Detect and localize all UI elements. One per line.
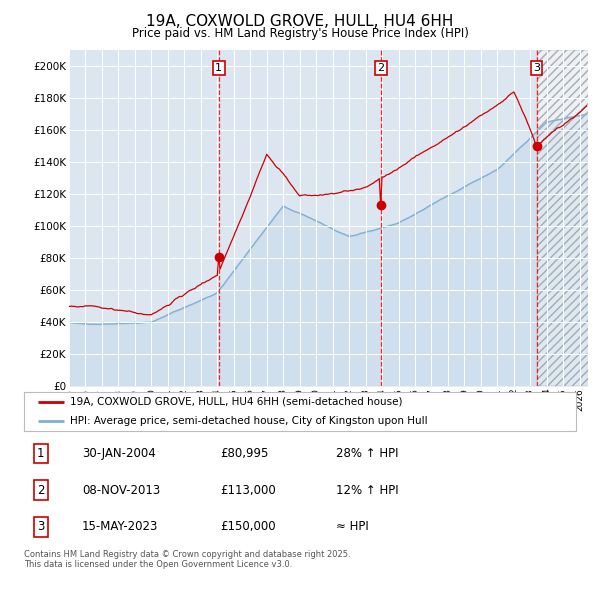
Text: £80,995: £80,995 (220, 447, 268, 460)
Text: 15-MAY-2023: 15-MAY-2023 (82, 520, 158, 533)
Bar (536, 50, 596, 386)
Text: 1: 1 (215, 63, 222, 73)
Text: ≈ HPI: ≈ HPI (336, 520, 368, 533)
Text: 28% ↑ HPI: 28% ↑ HPI (336, 447, 398, 460)
Text: 2: 2 (377, 63, 384, 73)
Text: 19A, COXWOLD GROVE, HULL, HU4 6HH (semi-detached house): 19A, COXWOLD GROVE, HULL, HU4 6HH (semi-… (70, 396, 403, 407)
Text: 30-JAN-2004: 30-JAN-2004 (82, 447, 156, 460)
Bar (536, 50, 596, 386)
Text: 2: 2 (37, 484, 44, 497)
Text: Price paid vs. HM Land Registry's House Price Index (HPI): Price paid vs. HM Land Registry's House … (131, 27, 469, 40)
Text: £150,000: £150,000 (220, 520, 275, 533)
Text: Contains HM Land Registry data © Crown copyright and database right 2025.
This d: Contains HM Land Registry data © Crown c… (24, 550, 350, 569)
Text: 08-NOV-2013: 08-NOV-2013 (82, 484, 160, 497)
Text: 3: 3 (533, 63, 540, 73)
Text: £113,000: £113,000 (220, 484, 276, 497)
Text: 19A, COXWOLD GROVE, HULL, HU4 6HH: 19A, COXWOLD GROVE, HULL, HU4 6HH (146, 14, 454, 29)
Text: 3: 3 (37, 520, 44, 533)
Text: HPI: Average price, semi-detached house, City of Kingston upon Hull: HPI: Average price, semi-detached house,… (70, 416, 427, 426)
Text: 12% ↑ HPI: 12% ↑ HPI (336, 484, 398, 497)
Text: 1: 1 (37, 447, 44, 460)
